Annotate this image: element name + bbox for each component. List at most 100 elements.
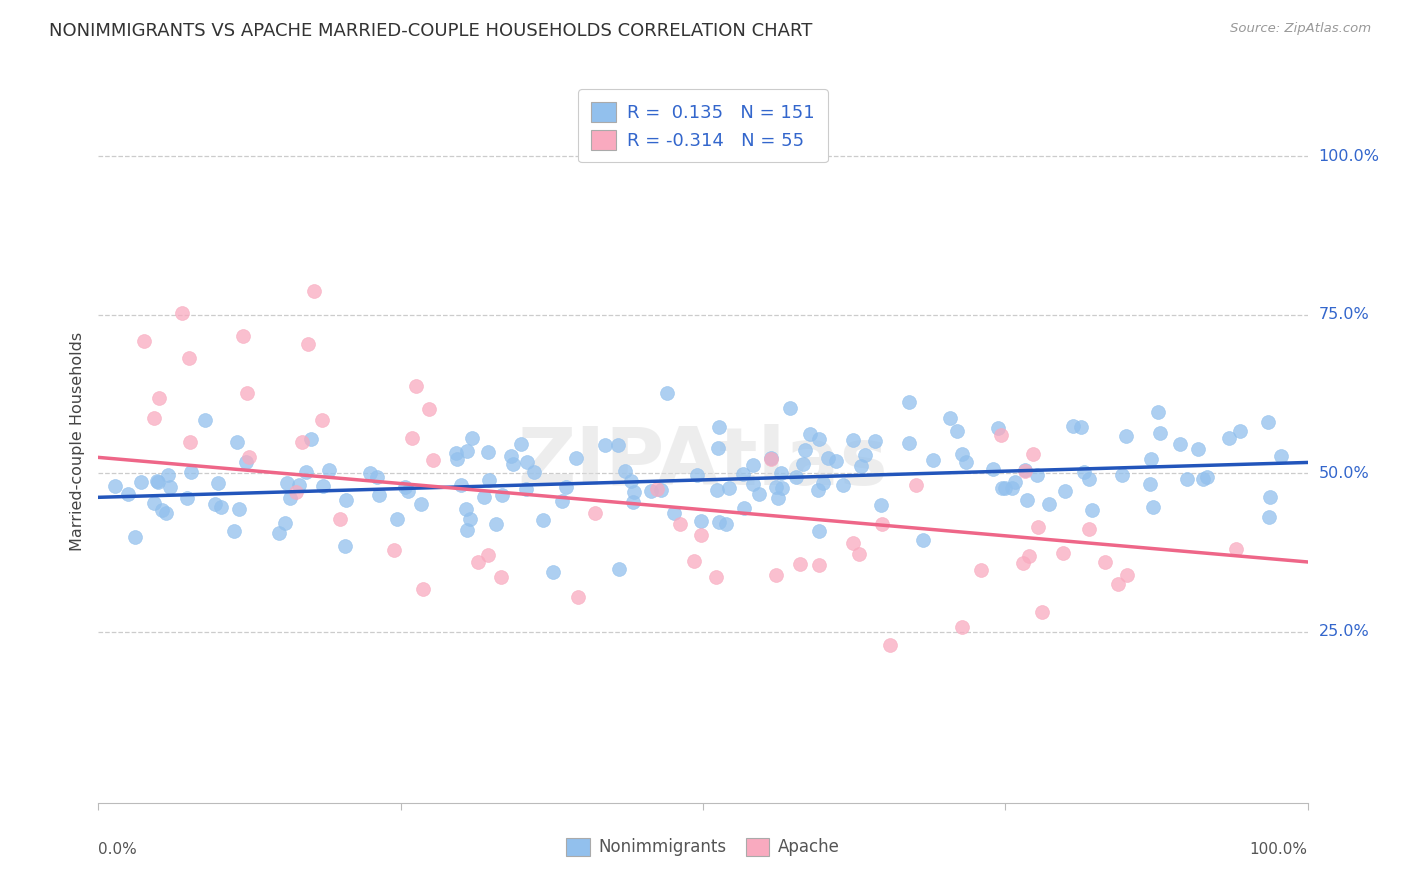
Point <box>683 554 706 568</box>
Point <box>707 420 730 434</box>
Point <box>485 516 508 531</box>
Point <box>1073 465 1095 479</box>
Point <box>1115 567 1137 582</box>
Point <box>446 445 468 459</box>
Point <box>1012 557 1035 571</box>
Point <box>706 441 728 455</box>
Point <box>396 483 419 498</box>
Point <box>176 491 198 506</box>
Point <box>1218 431 1240 445</box>
Point <box>808 558 831 573</box>
Point <box>716 516 738 531</box>
Point <box>707 515 730 529</box>
Point <box>766 491 789 505</box>
Point <box>450 478 472 492</box>
Point <box>1229 425 1251 439</box>
Point <box>564 451 586 466</box>
Point <box>1062 419 1084 434</box>
Point <box>1115 429 1137 443</box>
Point <box>831 478 853 492</box>
Point <box>991 481 1014 495</box>
Point <box>1139 477 1161 491</box>
Point <box>1081 502 1104 516</box>
Point <box>359 466 381 480</box>
Point <box>748 487 770 501</box>
Point <box>150 503 173 517</box>
Point <box>811 476 834 491</box>
Point <box>533 513 555 527</box>
Point <box>418 401 440 416</box>
Point <box>1070 420 1092 434</box>
Text: 0.0%: 0.0% <box>98 842 138 856</box>
Point <box>179 435 201 450</box>
Point <box>477 444 499 458</box>
Point <box>454 501 477 516</box>
Point <box>366 470 388 484</box>
Point <box>124 529 146 543</box>
Point <box>742 458 765 472</box>
Point <box>412 582 434 597</box>
Point <box>461 431 484 445</box>
Point <box>411 497 433 511</box>
Point <box>304 285 326 299</box>
Point <box>477 548 499 562</box>
Point <box>401 431 423 445</box>
Point <box>1195 470 1218 484</box>
Point <box>946 424 969 438</box>
Point <box>620 474 643 488</box>
Point <box>1107 576 1129 591</box>
Point <box>143 496 166 510</box>
Point <box>1038 497 1060 511</box>
Point <box>1147 405 1170 419</box>
Point <box>950 620 973 634</box>
Point <box>853 448 876 462</box>
Point <box>645 482 668 496</box>
Point <box>382 543 405 558</box>
Point <box>969 563 991 577</box>
Point <box>295 466 318 480</box>
Point <box>502 457 524 471</box>
Point <box>523 465 546 479</box>
Point <box>981 461 1004 475</box>
Point <box>335 539 357 553</box>
Point <box>1111 468 1133 483</box>
Point <box>146 475 169 489</box>
Point <box>1175 472 1198 486</box>
Point <box>807 432 830 446</box>
Point <box>897 435 920 450</box>
Point <box>276 476 298 491</box>
Point <box>863 434 886 448</box>
Point <box>733 501 755 516</box>
Point <box>793 442 815 457</box>
Point <box>662 506 685 520</box>
Point <box>510 437 533 451</box>
Point <box>1142 500 1164 514</box>
Point <box>1052 546 1074 560</box>
Point <box>267 526 290 541</box>
Point <box>1094 555 1116 569</box>
Point <box>318 463 340 477</box>
Point <box>299 432 322 446</box>
Point <box>765 567 787 582</box>
Point <box>1270 449 1292 463</box>
Point <box>291 435 314 450</box>
Point <box>551 493 574 508</box>
Point <box>1078 473 1101 487</box>
Point <box>499 449 522 463</box>
Point <box>1018 549 1040 564</box>
Point <box>554 480 576 494</box>
Point <box>159 480 181 494</box>
Point <box>686 468 709 483</box>
Point <box>1014 464 1036 478</box>
Point <box>387 512 409 526</box>
Point <box>297 337 319 351</box>
Point <box>689 528 711 542</box>
Point <box>1026 468 1049 483</box>
Point <box>825 454 848 468</box>
Point <box>1022 447 1045 461</box>
Point <box>593 438 616 452</box>
Point <box>1053 484 1076 499</box>
Point <box>769 466 792 480</box>
Point <box>607 438 630 452</box>
Text: NONIMMIGRANTS VS APACHE MARRIED-COUPLE HOUSEHOLDS CORRELATION CHART: NONIMMIGRANTS VS APACHE MARRIED-COUPLE H… <box>49 22 813 40</box>
